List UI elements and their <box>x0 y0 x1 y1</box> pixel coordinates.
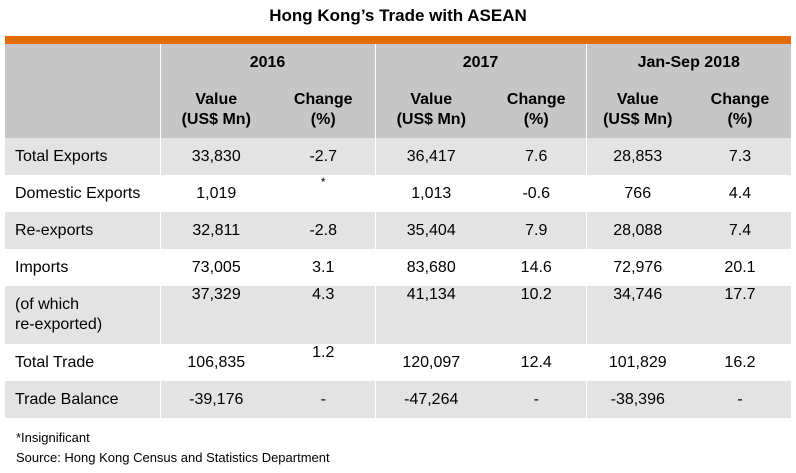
table-cell: 1,013 <box>374 175 487 212</box>
table-row-of-which-re-exported: (of which re-exported) 37,329 4.3 41,134 … <box>5 286 791 344</box>
insignificant-note: *Insignificant <box>16 430 90 445</box>
table-row-domestic-exports: Domestic Exports 1,019 * 1,013 -0.6 766 … <box>5 175 791 212</box>
table-cell: - <box>272 381 375 418</box>
change-header: Change (%) <box>272 81 375 138</box>
table-cell: 10.2 <box>487 286 586 344</box>
source-note: Source: Hong Kong Census and Statistics … <box>16 450 330 465</box>
value-header: Value (US$ Mn) <box>374 81 487 138</box>
row-label: Imports <box>15 258 69 276</box>
value-header: Value (US$ Mn) <box>159 81 272 138</box>
table-cell: -0.6 <box>522 184 551 202</box>
table-cell: 37,329 <box>159 286 272 344</box>
footnotes: *Insignificant Source: Hong Kong Census … <box>16 428 330 468</box>
corner-cell <box>5 44 160 81</box>
row-label: (of which re-exported) <box>5 286 160 344</box>
table-cell: 72,976 <box>585 249 689 286</box>
table-cell: 106,835 <box>159 344 272 381</box>
table-cell: 20.1 <box>724 258 756 276</box>
row-label: Trade Balance <box>5 381 160 418</box>
table-title: Hong Kong’s Trade with ASEAN <box>269 6 527 25</box>
table-cell: 28,088 <box>585 212 689 249</box>
row-label: Domestic Exports <box>15 184 141 202</box>
change-header: Change (%) <box>689 81 791 138</box>
table-cell: 7.9 <box>487 212 586 249</box>
table-cell: * <box>320 175 326 189</box>
corner-cell-2 <box>5 81 160 138</box>
table-row-imports: Imports 73,005 3.1 83,680 14.6 72,976 20… <box>5 249 791 286</box>
table-cell: - <box>487 381 586 418</box>
table-row-total-exports: Total Exports 33,830 -2.7 36,417 7.6 28,… <box>5 138 791 175</box>
table-cell: 36,417 <box>374 138 487 175</box>
table-cell: 14.6 <box>520 258 552 276</box>
row-label: Total Trade <box>15 353 95 371</box>
table-cell: 34,746 <box>585 286 689 344</box>
table-row-total-trade: Total Trade 106,835 1.2 120,097 12.4 101… <box>5 344 791 381</box>
table-cell: -38,396 <box>585 381 689 418</box>
table-cell: 7.3 <box>689 138 791 175</box>
table-cell: - <box>689 381 791 418</box>
table-cell: 41,134 <box>374 286 487 344</box>
year-header-2016: 2016 <box>159 44 375 81</box>
table-cell: 16.2 <box>724 353 756 371</box>
table-cell: 32,811 <box>159 212 272 249</box>
table-cell: 12.4 <box>520 353 552 371</box>
table-cell: -39,176 <box>159 381 272 418</box>
table-cell: 7.4 <box>689 212 791 249</box>
table-cell: 33,830 <box>159 138 272 175</box>
table-cell: 7.6 <box>487 138 586 175</box>
table-cell: -47,264 <box>374 381 487 418</box>
table-cell: 766 <box>585 175 689 212</box>
accent-bar <box>5 36 791 44</box>
row-label: Re-exports <box>5 212 160 249</box>
table-cell: 1,019 <box>159 175 272 212</box>
table-cell: 120,097 <box>374 344 487 381</box>
row-label: Total Exports <box>5 138 160 175</box>
table-cell: -2.7 <box>272 138 375 175</box>
table-cell: 101,829 <box>585 344 689 381</box>
table-cell: 4.3 <box>272 286 375 344</box>
table-cell: 1.2 <box>312 344 335 361</box>
table-cell: 28,853 <box>585 138 689 175</box>
subheader-row: Value (US$ Mn) Change (%) Value (US$ Mn) Ch… <box>5 81 791 138</box>
year-header-2018: Jan-Sep 2018 <box>585 44 791 81</box>
year-header-2017: 2017 <box>374 44 586 81</box>
value-header: Value (US$ Mn) <box>585 81 689 138</box>
table-cell: 73,005 <box>159 249 272 286</box>
table-cell: 35,404 <box>374 212 487 249</box>
table-cell: 83,680 <box>374 249 487 286</box>
table-cell: -2.8 <box>272 212 375 249</box>
table-cell: 3.1 <box>312 258 335 276</box>
table-cell: 4.4 <box>728 184 752 202</box>
year-header-row: 2016 2017 Jan-Sep 2018 <box>5 44 791 81</box>
trade-table: 2016 2017 Jan-Sep 2018 Value (US$ Mn) Cha… <box>5 44 791 418</box>
table-cell: 17.7 <box>689 286 791 344</box>
change-header: Change (%) <box>487 81 586 138</box>
table-row-trade-balance: Trade Balance -39,176 - -47,264 - -38,39… <box>5 381 791 418</box>
table-row-re-exports: Re-exports 32,811 -2.8 35,404 7.9 28,088… <box>5 212 791 249</box>
